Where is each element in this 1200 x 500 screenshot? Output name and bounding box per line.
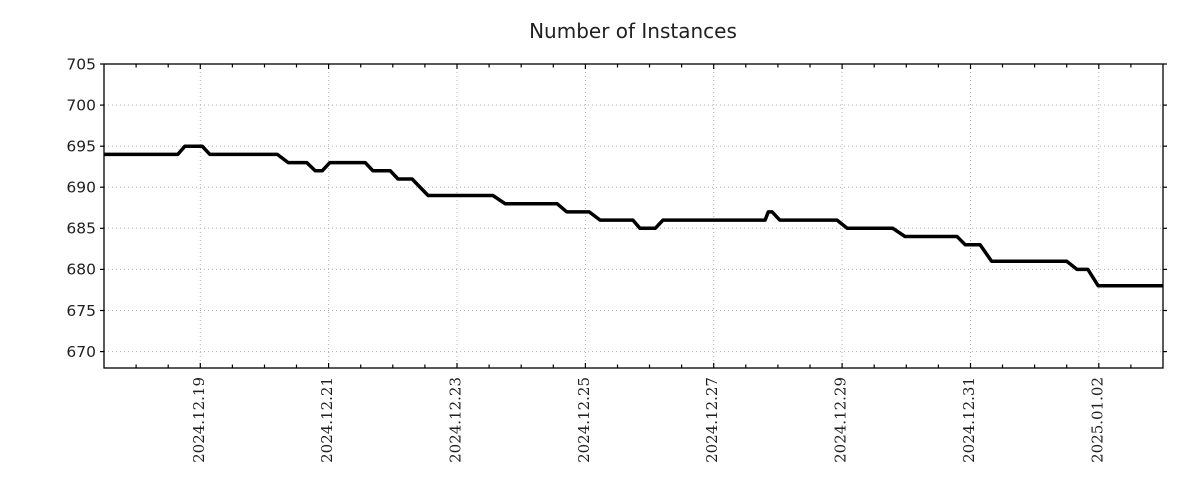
x-tick-label: 2024.12.21 <box>318 377 336 463</box>
x-tick-label: 2024.12.19 <box>190 377 208 463</box>
x-tick-label: 2025.01.02 <box>1088 377 1106 463</box>
x-tick-label: 2024.12.27 <box>703 377 721 463</box>
chart-title: Number of Instances <box>529 19 737 43</box>
y-tick-label: 670 <box>66 343 96 361</box>
y-tick-label: 685 <box>66 220 96 238</box>
y-tick-label: 690 <box>66 179 96 197</box>
y-tick-label: 675 <box>66 302 96 320</box>
x-tick-label: 2024.12.23 <box>447 377 465 463</box>
x-tick-label: 2024.12.25 <box>575 377 593 463</box>
series-line-layer <box>104 144 1163 288</box>
grid-layer <box>104 64 1163 368</box>
y-tick-label: 705 <box>66 55 96 73</box>
y-tick-label: 695 <box>66 138 96 156</box>
axes-layer: 670 675 680 685 690 695 700 705 2024.12.19 2024.1… <box>66 55 1167 463</box>
x-tick-label: 2024.12.29 <box>832 377 850 463</box>
y-tick-label: 680 <box>66 261 96 279</box>
x-tick-label: 2024.12.31 <box>960 377 978 463</box>
y-tick-label: 700 <box>66 96 96 114</box>
instances-series-line <box>104 144 1163 288</box>
